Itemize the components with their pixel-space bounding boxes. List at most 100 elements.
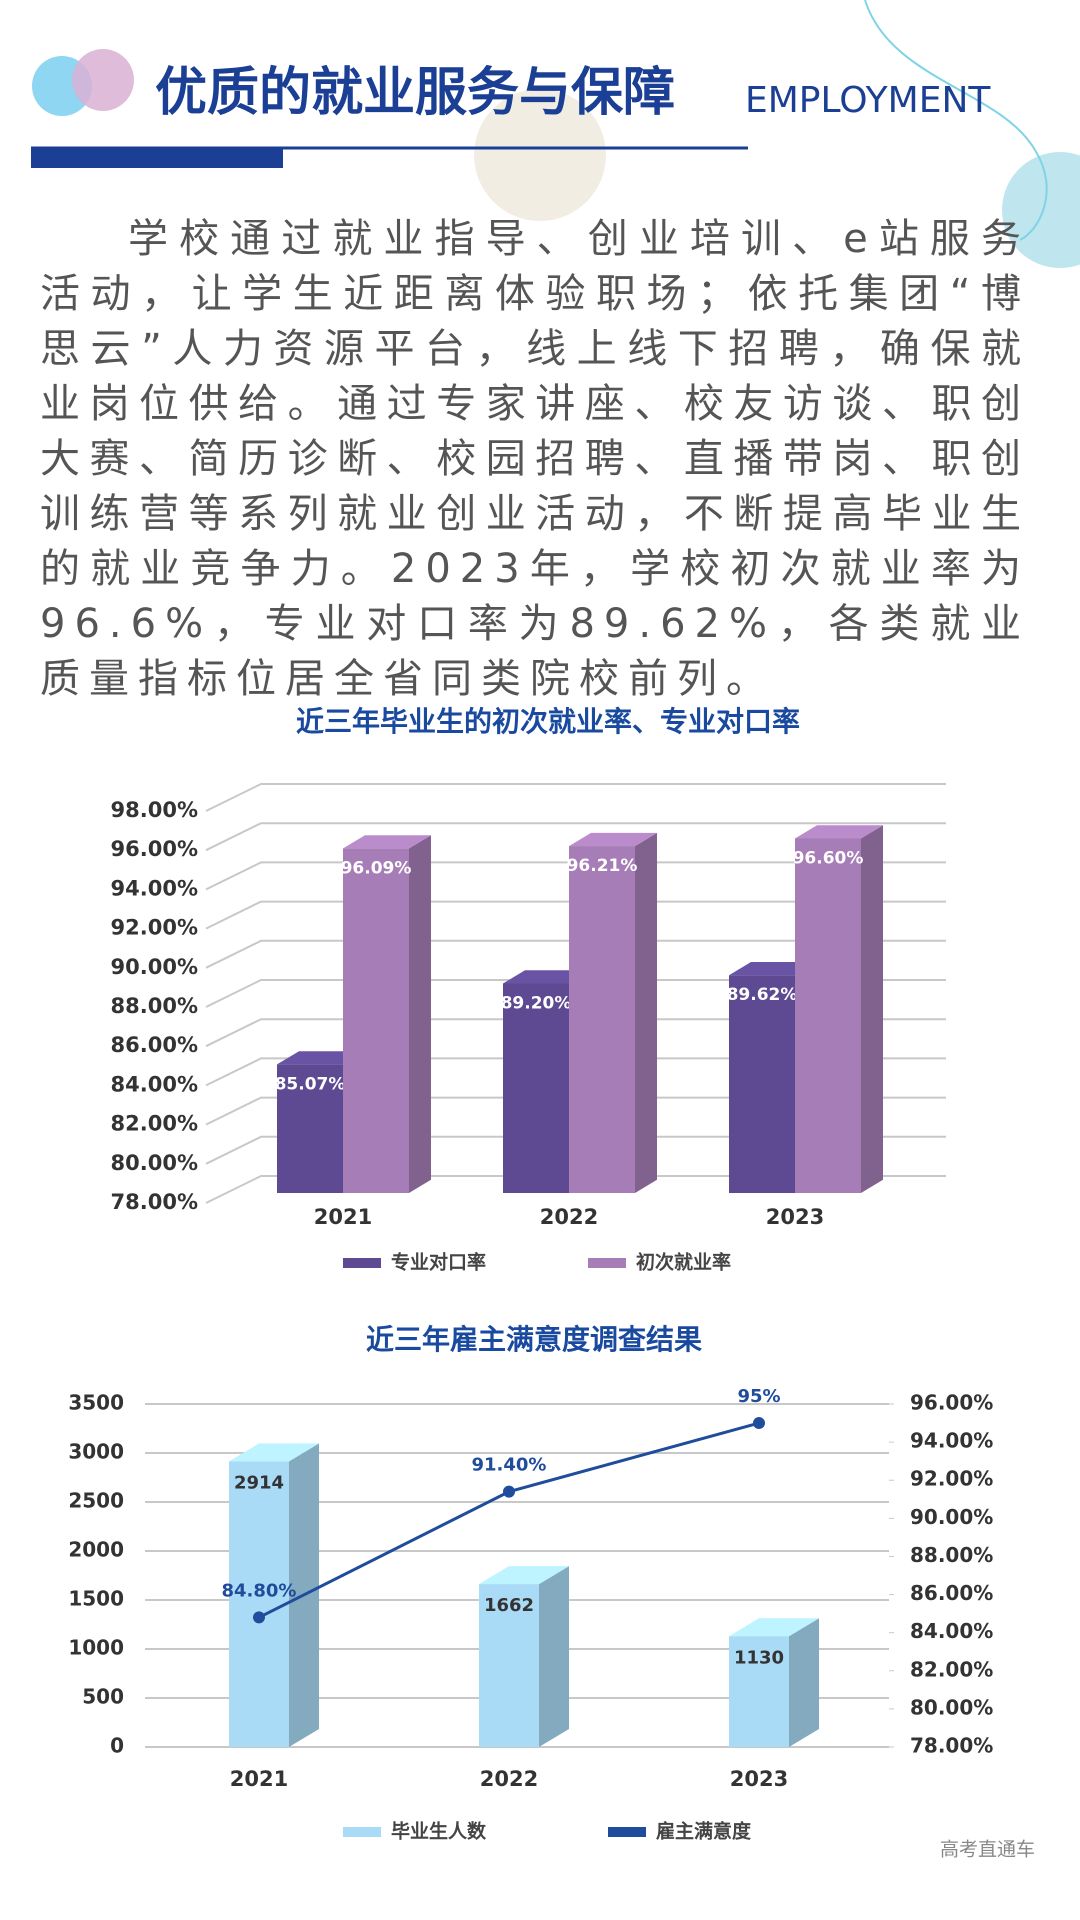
watermark: 高考直通车 [940, 1839, 1035, 1861]
y-tick-label: 96.00% [111, 837, 198, 861]
legend-label: 雇主满意度 [656, 1820, 752, 1843]
grid-line [205, 1018, 946, 1048]
grid-line [205, 1175, 946, 1204]
grid-line [205, 939, 946, 969]
y-tick-label: 84.00% [111, 1072, 198, 1096]
y-tick-label: 94.00% [111, 876, 198, 900]
legend-swatch [343, 1258, 381, 1268]
bar-side [861, 825, 883, 1193]
bar-side [409, 835, 431, 1193]
y-tick-label: 98.00% [111, 798, 198, 822]
y-tick-label: 3500 [68, 1391, 124, 1415]
chart-title: 近三年毕业生的初次就业率、专业对口率 [296, 705, 800, 738]
data-label: 2914 [234, 1472, 284, 1493]
bar [729, 975, 795, 1193]
y-tick-label: 86.00% [111, 1033, 198, 1057]
y-tick-label: 90.00% [111, 955, 198, 979]
x-tick-label: 2022 [540, 1205, 598, 1229]
y2-tick-label: 78.00% [910, 1734, 993, 1758]
line-point [253, 1611, 265, 1624]
legend-label: 初次就业率 [636, 1251, 731, 1274]
y-tick-label: 82.00% [111, 1112, 198, 1136]
data-label: 89.20% [501, 993, 572, 1013]
y-tick-label: 80.00% [111, 1151, 198, 1175]
bar [729, 1636, 789, 1747]
bar-top [569, 832, 657, 847]
bar [229, 1461, 289, 1747]
grid-line [205, 822, 946, 852]
x-tick-label: 2023 [730, 1767, 788, 1791]
y2-tick-label: 88.00% [910, 1543, 993, 1567]
grid-line [205, 1135, 946, 1165]
x-tick-label: 2021 [230, 1767, 288, 1791]
bar [277, 1064, 343, 1193]
bar-side [635, 832, 657, 1193]
data-label: 96.21% [567, 856, 638, 876]
y-tick-label: 1500 [68, 1587, 124, 1611]
y-tick-label: 92.00% [111, 916, 198, 940]
decor-bubble [72, 49, 134, 111]
bar-top [795, 825, 883, 839]
legend-swatch [588, 1258, 626, 1268]
y2-tick-label: 90.00% [910, 1505, 993, 1529]
bar-top [229, 1443, 319, 1462]
page-title: 优质的就业服务与保障 [155, 63, 675, 123]
bar-side [539, 1566, 569, 1747]
y2-tick-label: 80.00% [910, 1695, 993, 1719]
grid-line [205, 1057, 946, 1087]
legend-swatch [608, 1827, 646, 1837]
bar [479, 1584, 539, 1747]
y-tick-label: 1000 [68, 1636, 124, 1660]
x-tick-label: 2022 [480, 1767, 538, 1791]
y2-tick-label: 96.00% [910, 1391, 993, 1415]
bar [343, 848, 409, 1193]
y2-tick-label: 86.00% [910, 1581, 993, 1605]
legend-label: 毕业生人数 [391, 1820, 487, 1843]
bar-top [343, 835, 431, 849]
x-tick-label: 2021 [314, 1205, 372, 1229]
decor-circle [474, 89, 606, 221]
data-label: 91.40% [472, 1455, 547, 1476]
bar-top [729, 1618, 819, 1637]
chart-title: 近三年雇主满意度调查结果 [366, 1323, 702, 1356]
title-bar [31, 148, 283, 168]
y2-tick-label: 92.00% [910, 1467, 993, 1491]
line-point [753, 1417, 765, 1430]
bar [569, 846, 635, 1193]
line-point [503, 1485, 515, 1498]
bar-side [789, 1618, 819, 1747]
y-tick-label: 88.00% [111, 994, 198, 1018]
legend-swatch [343, 1827, 381, 1837]
y-tick-label: 78.00% [111, 1190, 198, 1214]
data-label: 85.07% [275, 1074, 346, 1094]
y-tick-label: 500 [82, 1685, 124, 1709]
x-tick-label: 2023 [766, 1205, 824, 1229]
page-subtitle: EMPLOYMENT [745, 80, 991, 121]
grid-line [205, 1096, 946, 1126]
data-label: 95% [737, 1386, 780, 1407]
grid-line [205, 861, 946, 891]
data-label: 96.09% [341, 858, 412, 878]
legend-label: 专业对口率 [391, 1251, 486, 1274]
data-label: 1130 [734, 1647, 784, 1668]
data-label: 89.62% [727, 985, 798, 1005]
bar [503, 983, 569, 1193]
grid-line [205, 783, 946, 812]
paragraph: 学校通过就业指导、创业培训、e站服务活动，让学生近距离体验职场；依托集团“博思云… [40, 216, 1030, 702]
y-tick-label: 3000 [68, 1440, 124, 1464]
data-label: 96.60% [793, 848, 864, 868]
decor-curve [864, 0, 1048, 241]
y2-tick-label: 94.00% [910, 1429, 993, 1453]
y2-tick-label: 84.00% [910, 1619, 993, 1643]
grid-line [205, 979, 946, 1008]
y-tick-label: 2000 [68, 1538, 124, 1562]
bar [795, 838, 861, 1193]
grid-line [205, 900, 946, 930]
y-tick-label: 0 [110, 1734, 124, 1758]
y-tick-label: 2500 [68, 1489, 124, 1513]
y2-tick-label: 82.00% [910, 1657, 993, 1681]
data-label: 1662 [484, 1595, 534, 1616]
data-label: 84.80% [222, 1580, 297, 1601]
